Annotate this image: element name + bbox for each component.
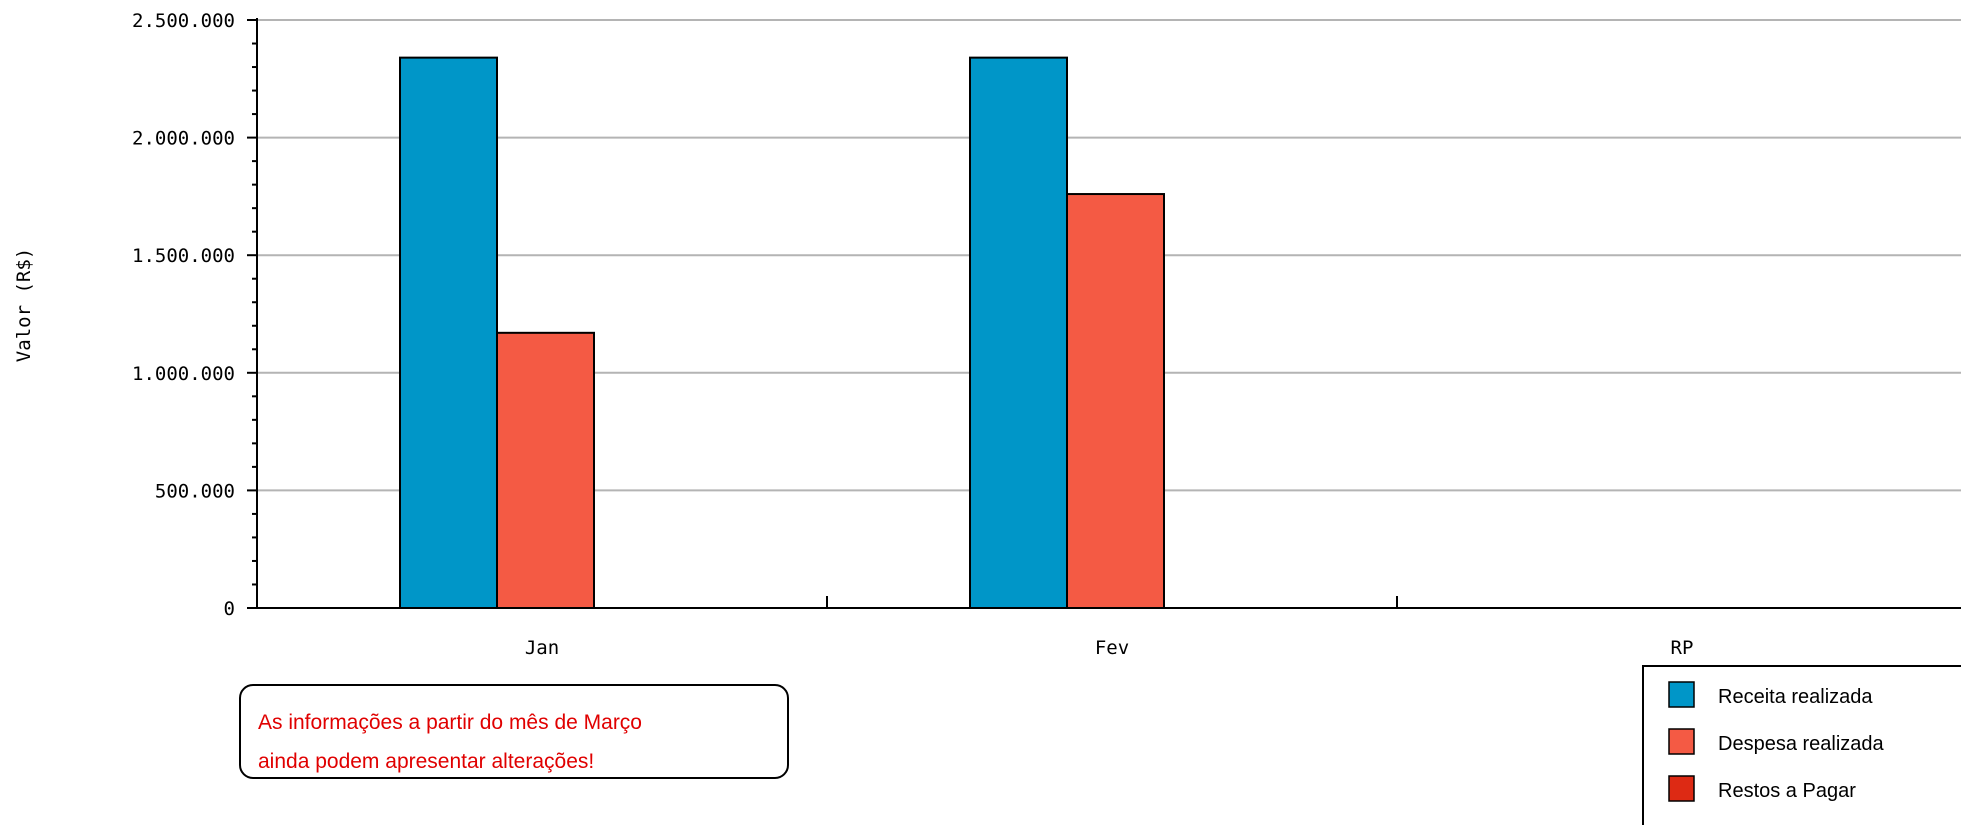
legend-swatch bbox=[1668, 681, 1695, 708]
bar bbox=[969, 56, 1068, 609]
axes bbox=[256, 18, 1961, 609]
note-line-1: As informações a partir do mês de Março bbox=[258, 711, 642, 734]
note-line-2: ainda podem apresentar alterações! bbox=[258, 750, 594, 773]
legend-swatch bbox=[1668, 728, 1695, 755]
y-tick-label: 2.500.000 bbox=[132, 10, 235, 32]
y-tick-label: 0 bbox=[224, 598, 235, 620]
x-tick-label: RP bbox=[1671, 637, 1694, 659]
y-tick-label: 500.000 bbox=[155, 480, 235, 502]
bars bbox=[399, 56, 1165, 609]
legend-label: Restos a Pagar bbox=[1718, 780, 1856, 802]
bar bbox=[399, 56, 498, 609]
x-axis-labels: Jan Fev RP bbox=[525, 637, 1694, 659]
note-border bbox=[239, 684, 789, 779]
note-box: As informações a partir do mês de Março … bbox=[239, 684, 789, 779]
y-tick-label: 1.000.000 bbox=[132, 363, 235, 385]
legend-label: Despesa realizada bbox=[1718, 733, 1885, 755]
bar bbox=[1066, 193, 1165, 609]
legend-label: Receita realizada bbox=[1718, 686, 1873, 708]
y-axis-ticks: 0 500.000 1.000.000 1.500.000 2.000.000 2.500… bbox=[132, 10, 257, 620]
legend: Receita realizada Despesa realizada Restos… bbox=[1642, 665, 1961, 825]
x-tick-label: Jan bbox=[525, 637, 559, 659]
legend-swatch bbox=[1668, 775, 1695, 802]
y-axis-title: Valor (R$) bbox=[13, 248, 35, 362]
bar bbox=[496, 331, 595, 609]
x-tick-label: Fev bbox=[1095, 637, 1129, 659]
y-tick-label: 1.500.000 bbox=[132, 245, 235, 267]
legend-border bbox=[1642, 665, 1961, 825]
y-tick-label: 2.000.000 bbox=[132, 128, 235, 150]
